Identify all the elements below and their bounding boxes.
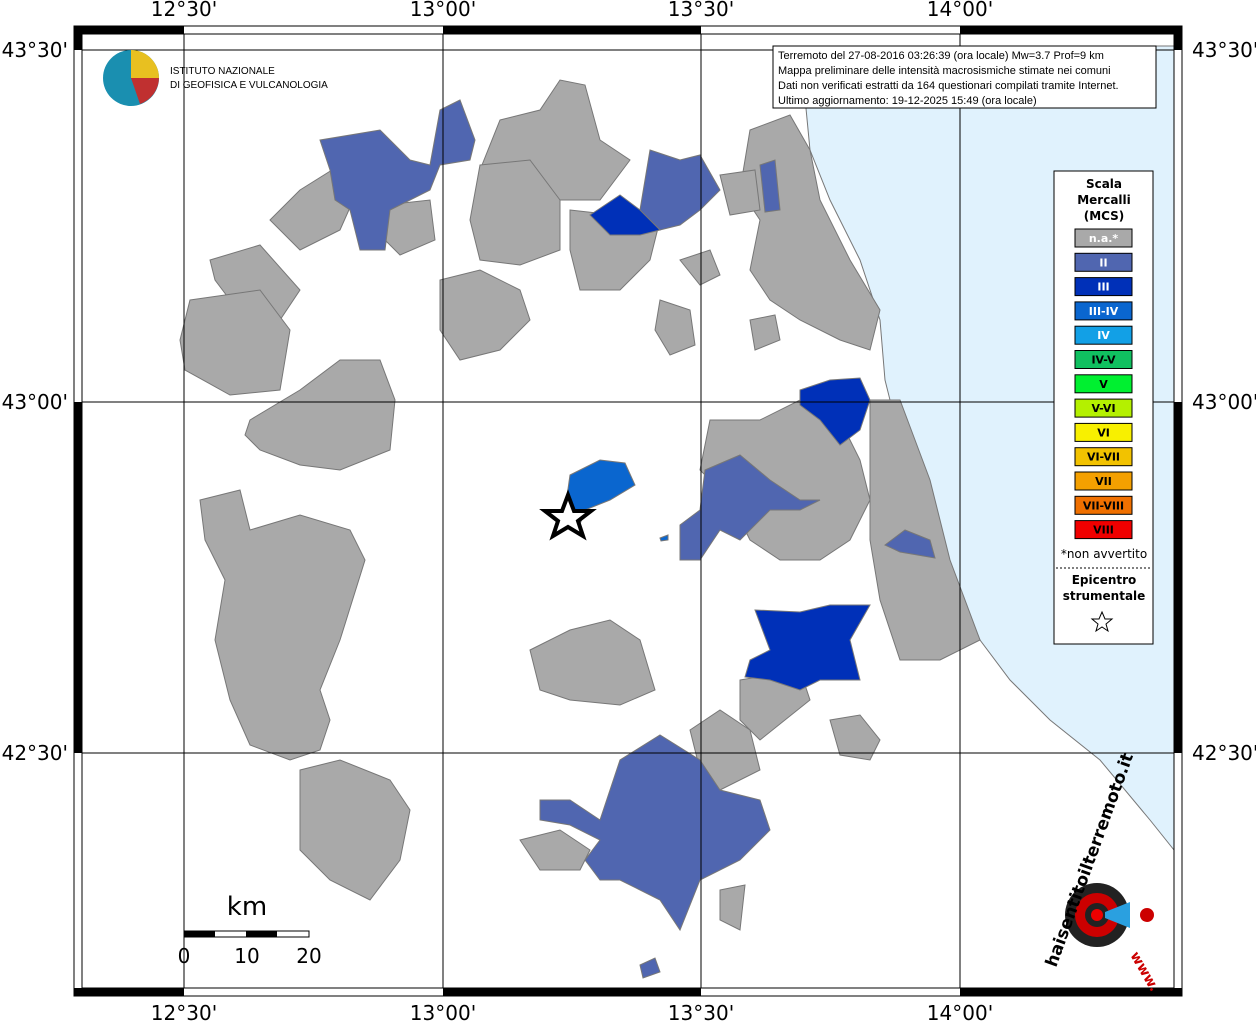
- epicenter-label: strumentale: [1063, 589, 1146, 603]
- lat-label: 42°30': [1192, 741, 1256, 765]
- legend-swatch: [1074, 252, 1133, 272]
- lat-label: 43°00': [1192, 390, 1256, 414]
- lat-label: 42°30': [2, 741, 68, 765]
- legend-label: III-IV: [1089, 305, 1119, 318]
- info-line: Dati non verificati estratti da 164 ques…: [778, 80, 1119, 92]
- scale-label: 0: [178, 944, 191, 968]
- legend-swatch: [1074, 350, 1133, 369]
- legend-label: III: [1097, 281, 1109, 294]
- lat-label: 43°00': [2, 390, 68, 414]
- scale-label: 20: [296, 944, 321, 968]
- legend-swatch: [1074, 422, 1133, 442]
- legend-note: *non avvertito: [1061, 547, 1147, 561]
- legend-swatch: [1074, 398, 1133, 418]
- scale-label: 10: [234, 944, 259, 968]
- scale-bar: km 0 10 20: [178, 892, 322, 968]
- legend-swatch: [1074, 520, 1133, 540]
- lon-label: 13°30': [668, 0, 734, 21]
- lon-label: 13°00': [410, 1001, 476, 1024]
- graticule: [82, 34, 1174, 988]
- scale-unit: km: [227, 892, 267, 922]
- lat-label: 43°30': [2, 38, 68, 62]
- legend: Scala Mercalli (MCS) *non avvertito Epic…: [1053, 170, 1154, 645]
- legend-label: n.a.*: [1089, 232, 1119, 245]
- legend-swatch: [1074, 495, 1133, 515]
- legend-swatch: [1074, 325, 1133, 345]
- info-line: Terremoto del 27-08-2016 03:26:39 (ora l…: [778, 50, 1104, 62]
- legend-swatch: [1074, 301, 1133, 321]
- legend-swatch: [1074, 374, 1133, 394]
- legend-label: VII: [1095, 475, 1112, 488]
- lat-label: 43°30': [1192, 38, 1256, 62]
- legend-swatch: [1074, 447, 1133, 467]
- epicenter-label: Epicentro: [1072, 573, 1137, 587]
- legend-label: V-VI: [1091, 402, 1115, 415]
- legend-label: IV-V: [1091, 354, 1116, 367]
- lon-label: 14°00': [927, 1001, 993, 1024]
- frame: [73, 25, 1183, 997]
- legend-label: VIII: [1093, 524, 1114, 537]
- legend-title: (MCS): [1084, 209, 1125, 223]
- logo-text: DI GEOFISICA E VULCANOLOGIA: [170, 80, 328, 91]
- ingv-logo: ISTITUTO NAZIONALE DI GEOFISICA E VULCAN…: [103, 50, 328, 106]
- legend-label: IV: [1097, 329, 1110, 342]
- legend-title: Scala: [1086, 177, 1122, 191]
- logo-text: ISTITUTO NAZIONALE: [170, 66, 275, 77]
- lon-label: 14°00': [927, 0, 993, 21]
- legend-swatch: [1074, 471, 1133, 491]
- epicenter-symbol: [1090, 610, 1114, 633]
- lon-label: 12°30': [151, 0, 217, 21]
- info-line: Ultimo aggiornamento: 19-12-2025 15:49 (…: [778, 95, 1037, 107]
- legend-label: VI: [1097, 426, 1110, 439]
- lon-label: 13°00': [410, 0, 476, 21]
- legend-swatch: [1074, 228, 1133, 248]
- info-line: Mappa preliminare delle intensità macros…: [778, 65, 1111, 77]
- legend-swatch: [1074, 277, 1133, 297]
- legend-label: VI-VII: [1087, 451, 1120, 464]
- legend-label: VII-VIII: [1083, 499, 1124, 512]
- legend-title: Mercalli: [1077, 193, 1131, 207]
- lon-label: 12°30': [151, 1001, 217, 1024]
- lon-label: 13°30': [668, 1001, 734, 1024]
- legend-label: V: [1099, 378, 1108, 391]
- municipalities: [179, 79, 981, 979]
- legend-label: II: [1099, 256, 1107, 269]
- epicenter: [539, 489, 597, 541]
- info-box: Terremoto del 27-08-2016 03:26:39 (ora l…: [772, 45, 1157, 109]
